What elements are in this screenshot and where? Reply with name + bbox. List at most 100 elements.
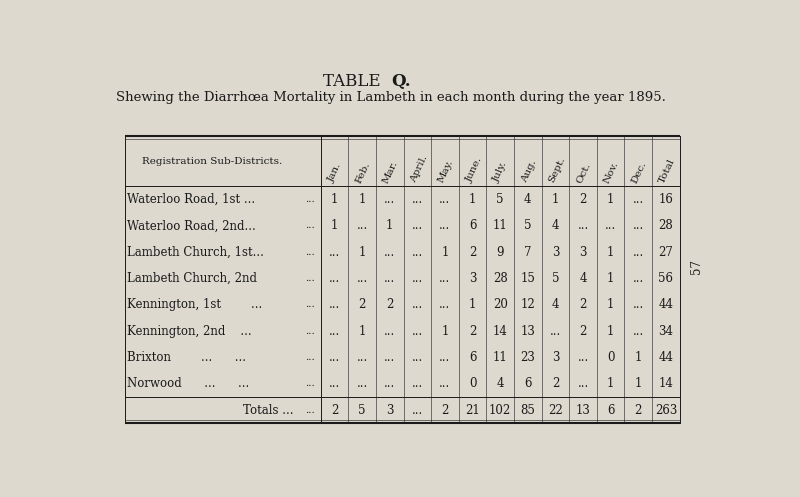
- Text: 102: 102: [489, 404, 511, 416]
- Text: ...: ...: [605, 219, 616, 233]
- Text: 28: 28: [493, 272, 507, 285]
- Text: ...: ...: [306, 274, 315, 283]
- Text: Dec.: Dec.: [630, 160, 648, 184]
- Text: 2: 2: [442, 404, 449, 416]
- Text: 11: 11: [493, 219, 507, 233]
- Text: ...: ...: [578, 377, 589, 390]
- Text: ...: ...: [633, 272, 644, 285]
- Text: ...: ...: [633, 193, 644, 206]
- Text: 5: 5: [358, 404, 366, 416]
- Text: 1: 1: [607, 377, 614, 390]
- Text: ...: ...: [412, 272, 423, 285]
- Text: ...: ...: [357, 377, 368, 390]
- Text: ...: ...: [329, 272, 340, 285]
- Text: 4: 4: [579, 272, 586, 285]
- Text: 3: 3: [552, 351, 559, 364]
- Text: ...: ...: [439, 377, 450, 390]
- Text: July.: July.: [492, 161, 510, 184]
- Text: 9: 9: [497, 246, 504, 258]
- Text: Totals ...: Totals ...: [243, 404, 294, 416]
- Text: 57: 57: [690, 259, 703, 274]
- Text: April.: April.: [409, 154, 430, 184]
- Text: 3: 3: [386, 404, 394, 416]
- Text: ...: ...: [633, 246, 644, 258]
- Text: 6: 6: [469, 219, 476, 233]
- Text: ...: ...: [329, 298, 340, 311]
- Text: 2: 2: [469, 246, 476, 258]
- Text: Kennington, 2nd    ...: Kennington, 2nd ...: [127, 325, 252, 337]
- Text: 1: 1: [442, 246, 449, 258]
- Text: 1: 1: [358, 193, 366, 206]
- Text: 4: 4: [497, 377, 504, 390]
- Text: ...: ...: [439, 272, 450, 285]
- Text: ...: ...: [412, 351, 423, 364]
- Text: ...: ...: [306, 379, 315, 388]
- Text: ...: ...: [384, 351, 395, 364]
- Text: ...: ...: [329, 377, 340, 390]
- Text: 2: 2: [579, 325, 586, 337]
- Text: ...: ...: [357, 351, 368, 364]
- Text: 1: 1: [358, 246, 366, 258]
- Text: ...: ...: [306, 221, 315, 231]
- Text: 22: 22: [548, 404, 562, 416]
- Text: ...: ...: [306, 327, 315, 335]
- Text: 56: 56: [658, 272, 674, 285]
- Text: ...: ...: [357, 272, 368, 285]
- Text: Sept.: Sept.: [547, 156, 567, 184]
- Text: ...: ...: [633, 325, 644, 337]
- Text: ...: ...: [306, 353, 315, 362]
- Text: ...: ...: [306, 406, 315, 414]
- Text: 2: 2: [579, 298, 586, 311]
- Text: Waterloo Road, 2nd...: Waterloo Road, 2nd...: [127, 219, 256, 233]
- Text: 5: 5: [552, 272, 559, 285]
- Text: 13: 13: [576, 404, 590, 416]
- Text: ...: ...: [384, 272, 395, 285]
- Text: 1: 1: [607, 193, 614, 206]
- Text: Brixton        ...      ...: Brixton ... ...: [127, 351, 246, 364]
- Text: Lambeth Church, 1st...: Lambeth Church, 1st...: [127, 246, 264, 258]
- Text: ...: ...: [306, 300, 315, 309]
- Text: 6: 6: [469, 351, 476, 364]
- Text: May.: May.: [437, 159, 455, 184]
- Text: 3: 3: [469, 272, 476, 285]
- Text: Norwood      ...      ...: Norwood ... ...: [127, 377, 250, 390]
- Text: ...: ...: [329, 351, 340, 364]
- Text: 1: 1: [386, 219, 394, 233]
- Text: 15: 15: [520, 272, 535, 285]
- Text: ...: ...: [550, 325, 561, 337]
- Text: 85: 85: [520, 404, 535, 416]
- Text: ...: ...: [384, 325, 395, 337]
- Text: Aug.: Aug.: [520, 159, 538, 184]
- Text: 4: 4: [552, 219, 559, 233]
- Text: ...: ...: [329, 246, 340, 258]
- Text: 3: 3: [552, 246, 559, 258]
- Text: 16: 16: [658, 193, 674, 206]
- Text: 2: 2: [358, 298, 366, 311]
- Text: ...: ...: [357, 219, 368, 233]
- Text: ...: ...: [412, 325, 423, 337]
- Text: 11: 11: [493, 351, 507, 364]
- Text: 23: 23: [520, 351, 535, 364]
- Text: 44: 44: [658, 351, 674, 364]
- Text: ...: ...: [384, 193, 395, 206]
- Text: 20: 20: [493, 298, 508, 311]
- Text: Waterloo Road, 1st ...: Waterloo Road, 1st ...: [127, 193, 255, 206]
- Text: 14: 14: [658, 377, 674, 390]
- Text: 3: 3: [579, 246, 586, 258]
- Text: 1: 1: [552, 193, 559, 206]
- Text: Registration Sub-Districts.: Registration Sub-Districts.: [142, 157, 282, 166]
- Text: Q.: Q.: [391, 73, 411, 90]
- Text: 1: 1: [634, 351, 642, 364]
- Text: 1: 1: [331, 193, 338, 206]
- Text: Kennington, 1st        ...: Kennington, 1st ...: [127, 298, 262, 311]
- Text: ...: ...: [384, 246, 395, 258]
- Text: TABLE: TABLE: [323, 73, 391, 90]
- Text: ...: ...: [412, 246, 423, 258]
- Text: ...: ...: [384, 377, 395, 390]
- Text: ...: ...: [329, 325, 340, 337]
- Text: 2: 2: [469, 325, 476, 337]
- Text: ...: ...: [633, 298, 644, 311]
- Text: 2: 2: [552, 377, 559, 390]
- Text: ...: ...: [439, 193, 450, 206]
- Text: ...: ...: [439, 219, 450, 233]
